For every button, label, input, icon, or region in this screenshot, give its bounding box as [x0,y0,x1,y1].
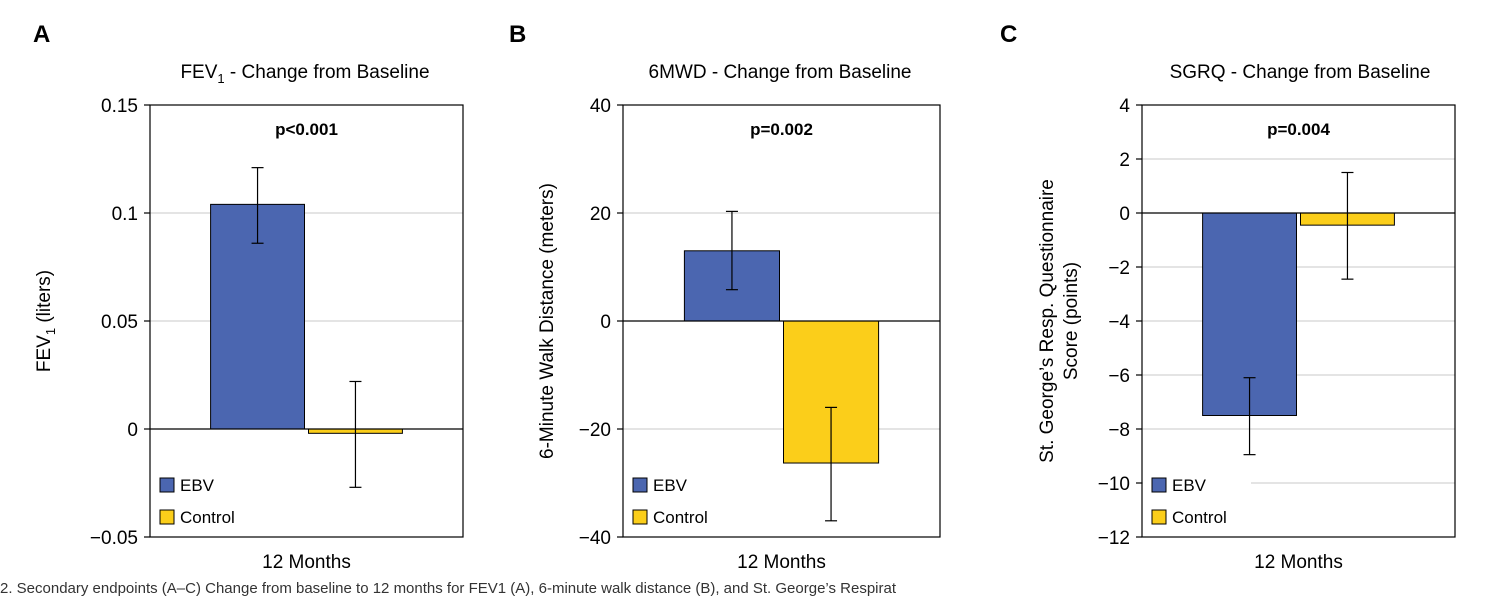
legend-swatch-control [632,509,648,525]
y-tick-label: 0.1 [112,204,138,225]
y-tick-label: −6 [1108,366,1130,387]
legend-swatch-ebv [159,477,175,493]
y-tick-label: 20 [590,204,611,225]
legend-label-control: Control [180,508,235,527]
y-tick-label: −0.05 [90,528,138,549]
legend-swatch-ebv [632,477,648,493]
legend-swatch-control [159,509,175,525]
figure-caption: 2. Secondary endpoints (A–C) Change from… [0,581,896,597]
panel-letter: C [1000,21,1017,48]
p-value-label: p=0.002 [750,120,813,139]
y-tick-label: 0 [1119,204,1130,225]
y-tick-label: 40 [590,96,611,117]
y-axis-label-line1: St. George’s Resp. Questionnaire [1037,179,1058,463]
p-value-label: p<0.001 [275,120,338,139]
chart-title: SGRQ - Change from Baseline [1170,62,1431,83]
y-tick-label: 2 [1119,150,1130,171]
legend-label-ebv: EBV [653,476,688,495]
y-tick-label: −40 [579,528,611,549]
y-tick-label: −10 [1098,474,1130,495]
y-tick-label: −2 [1108,258,1130,279]
legend-label-control: Control [653,508,708,527]
legend-label-ebv: EBV [1172,476,1207,495]
panel-letter: B [509,21,526,48]
x-axis-label: 12 Months [1254,552,1343,573]
chart-panel-b: B 6MWD - Change from Baseline EBV Control −4… [509,21,941,573]
legend-label-control: Control [1172,508,1227,527]
chart-panel-c: C SGRQ - Change from Baseline EBV Control −1… [1000,21,1456,573]
y-tick-label: 0 [600,312,611,333]
x-axis-label: 12 Months [737,552,826,573]
y-tick-label: 4 [1119,96,1130,117]
p-value-label: p=0.004 [1267,120,1330,139]
y-axis-label-line2: Score (points) [1061,262,1082,380]
legend-label-ebv: EBV [180,476,215,495]
chart-panel-a: A FEV1 - Change from Baseline EBV Control −0… [33,21,464,573]
y-tick-label: 0.05 [101,312,138,333]
panel-letter: A [33,21,50,48]
y-tick-label: 0 [127,420,138,441]
legend-swatch-ebv [1151,477,1167,493]
y-tick-label: 0.15 [101,96,138,117]
legend-swatch-control [1151,509,1167,525]
y-tick-label: −12 [1098,528,1130,549]
y-axis-label: 6-Minute Walk Distance (meters) [537,183,558,459]
y-tick-label: −20 [579,420,611,441]
chart-title: 6MWD - Change from Baseline [649,62,912,83]
x-axis-label: 12 Months [262,552,351,573]
y-tick-label: −4 [1108,312,1130,333]
y-axis-label: FEV1 (liters) [34,270,58,372]
y-tick-label: −8 [1108,420,1130,441]
chart-title: FEV1 - Change from Baseline [180,62,429,86]
